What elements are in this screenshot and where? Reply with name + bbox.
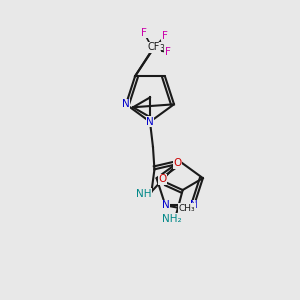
Text: F: F xyxy=(141,28,147,38)
Text: N: N xyxy=(122,99,130,109)
Text: CH₃: CH₃ xyxy=(179,204,195,213)
Text: F: F xyxy=(165,47,171,57)
Text: CF: CF xyxy=(148,42,160,52)
Text: N: N xyxy=(190,200,198,210)
Text: N: N xyxy=(161,200,169,210)
Text: NH₂: NH₂ xyxy=(163,214,182,224)
Text: F: F xyxy=(162,31,168,41)
Text: N: N xyxy=(146,117,154,127)
Text: NH: NH xyxy=(136,189,152,199)
Text: O: O xyxy=(173,158,182,168)
Text: 3: 3 xyxy=(160,44,165,53)
Text: O: O xyxy=(158,174,166,184)
